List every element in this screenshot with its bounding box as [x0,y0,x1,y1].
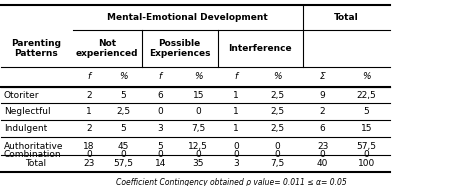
Text: 23: 23 [83,159,94,168]
Text: 2,5: 2,5 [116,107,131,116]
Text: Σ: Σ [320,72,325,81]
Text: 5: 5 [363,107,369,116]
Text: Mental-Emotional Development: Mental-Emotional Development [107,13,268,22]
Text: Coefficient Contingency obtained ρ value= 0.011 ≤ α= 0.05: Coefficient Contingency obtained ρ value… [116,178,347,186]
Text: 0: 0 [233,142,239,150]
Text: 2,5: 2,5 [270,107,285,116]
Text: 6: 6 [320,124,325,133]
Text: 5: 5 [120,124,126,133]
Text: 23: 23 [317,142,328,150]
Text: 0: 0 [157,107,163,116]
Text: 14: 14 [155,159,166,168]
Text: 1: 1 [233,107,239,116]
Text: Possible
Experiences: Possible Experiences [149,39,211,58]
Text: Not
experienced: Not experienced [76,39,138,58]
Text: 0: 0 [195,150,201,159]
Text: 2: 2 [86,124,92,133]
Text: 7,5: 7,5 [191,124,206,133]
Text: Combination: Combination [4,150,61,159]
Text: 2,5: 2,5 [270,91,285,100]
Text: 18: 18 [83,142,94,150]
Text: 9: 9 [320,91,325,100]
Text: 2: 2 [320,107,325,116]
Text: 35: 35 [193,159,204,168]
Text: Indulgent: Indulgent [4,124,47,133]
Text: Neglectful: Neglectful [4,107,50,116]
Text: %: % [273,72,282,81]
Text: 2: 2 [86,91,92,100]
Text: f: f [159,72,162,81]
Text: 0: 0 [363,150,369,159]
Text: %: % [362,72,370,81]
Text: 3: 3 [233,159,239,168]
Text: 0: 0 [157,150,163,159]
Text: 0: 0 [320,150,325,159]
Text: 57,5: 57,5 [113,159,133,168]
Text: 15: 15 [193,91,204,100]
Text: 0: 0 [86,150,92,159]
Text: f: f [235,72,238,81]
Text: %: % [194,72,203,81]
Text: 0: 0 [275,142,281,150]
Text: 100: 100 [358,159,375,168]
Text: 1: 1 [86,107,92,116]
Text: 1: 1 [233,91,239,100]
Text: Authoritative: Authoritative [4,142,63,150]
Text: 5: 5 [157,142,163,150]
Text: 0: 0 [233,150,239,159]
Text: 57,5: 57,5 [357,142,376,150]
Text: Otoriter: Otoriter [4,91,39,100]
Text: 6: 6 [157,91,163,100]
Text: 0: 0 [120,150,126,159]
Text: Total: Total [334,13,359,22]
Text: f: f [87,72,90,81]
Text: Interference: Interference [228,44,292,53]
Text: 0: 0 [275,150,281,159]
Text: 15: 15 [361,124,372,133]
Text: 0: 0 [195,107,201,116]
Text: 45: 45 [118,142,129,150]
Text: 1: 1 [233,124,239,133]
Text: 3: 3 [157,124,163,133]
Text: %: % [119,72,128,81]
Text: 40: 40 [317,159,328,168]
Text: 5: 5 [120,91,126,100]
Text: Parenting
Patterns: Parenting Patterns [11,39,61,58]
Text: 2,5: 2,5 [270,124,285,133]
Text: 7,5: 7,5 [270,159,285,168]
Text: 12,5: 12,5 [188,142,208,150]
Text: 22,5: 22,5 [357,91,376,100]
Text: Total: Total [25,159,46,168]
